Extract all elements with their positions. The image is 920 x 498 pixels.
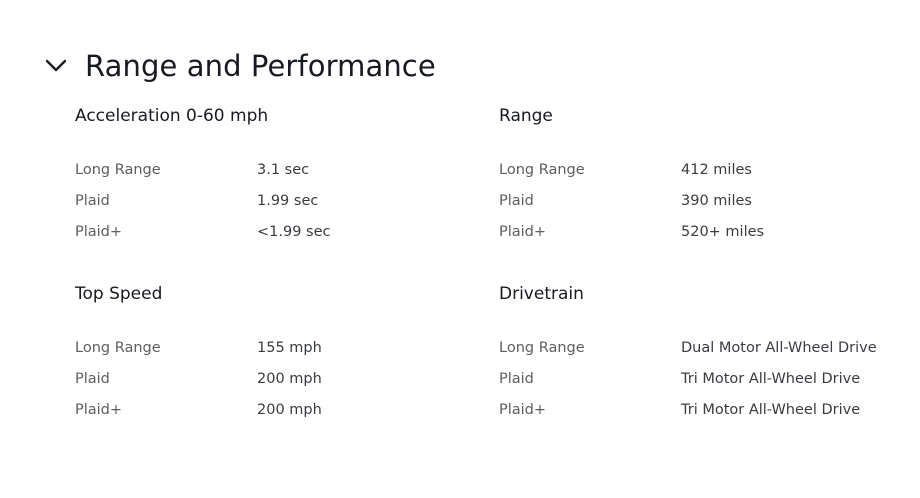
table-row: Plaid+ 200 mph — [75, 399, 322, 430]
table-row: Long Range 155 mph — [75, 337, 322, 368]
table-row: Plaid Tri Motor All-Wheel Drive — [499, 368, 893, 399]
spec-value: Dual Motor All-Wheel Drive — [681, 340, 877, 356]
table-row: Long Range Dual Motor All-Wheel Drive — [499, 337, 893, 368]
spec-value: 3.1 sec — [257, 162, 310, 178]
table-row: Long Range 3.1 sec — [75, 159, 331, 190]
spec-group-acceleration: Acceleration 0-60 mph Long Range 3.1 sec… — [75, 105, 475, 252]
spec-group-range: Range Long Range 412 miles Plaid 390 mil… — [499, 105, 899, 252]
table-row: Long Range 412 miles — [499, 159, 764, 190]
spec-value: 155 mph — [257, 340, 322, 356]
group-title-range: Range — [499, 106, 553, 126]
spec-label: Plaid+ — [499, 224, 547, 240]
spec-label: Long Range — [75, 340, 161, 356]
table-row: Plaid 390 miles — [499, 190, 764, 221]
spec-group-drivetrain: Drivetrain Long Range Dual Motor All-Whe… — [499, 283, 899, 430]
spec-label: Long Range — [499, 340, 585, 356]
spec-label: Plaid — [75, 193, 110, 209]
spec-label: Long Range — [75, 162, 161, 178]
spec-value: 390 miles — [681, 193, 752, 209]
spec-label: Long Range — [499, 162, 585, 178]
spec-value: 1.99 sec — [257, 193, 319, 209]
spec-value: <1.99 sec — [257, 224, 331, 240]
chevron-down-icon[interactable] — [44, 54, 68, 78]
table-row: Plaid 1.99 sec — [75, 190, 331, 221]
spec-table-range: Long Range 412 miles Plaid 390 miles Pla… — [499, 159, 764, 252]
group-title-acceleration: Acceleration 0-60 mph — [75, 106, 269, 126]
table-row: Plaid 200 mph — [75, 368, 322, 399]
spec-label: Plaid — [499, 193, 534, 209]
spec-group-top-speed: Top Speed Long Range 155 mph Plaid 200 m… — [75, 283, 475, 430]
group-title-drivetrain: Drivetrain — [499, 284, 584, 304]
spec-value: 412 miles — [681, 162, 752, 178]
spec-value: Tri Motor All-Wheel Drive — [681, 371, 861, 387]
table-row: Plaid+ 520+ miles — [499, 221, 764, 252]
spec-label: Plaid+ — [75, 224, 123, 240]
section-toggle-range-and-performance[interactable]: Range and Performance — [44, 44, 436, 88]
table-row: Plaid+ <1.99 sec — [75, 221, 331, 252]
spec-value: 520+ miles — [681, 224, 765, 240]
spec-value: 200 mph — [257, 371, 322, 387]
table-row: Plaid+ Tri Motor All-Wheel Drive — [499, 399, 893, 430]
spec-table-top-speed: Long Range 155 mph Plaid 200 mph Plaid+ … — [75, 337, 322, 430]
spec-label: Plaid+ — [499, 402, 547, 418]
group-title-top-speed: Top Speed — [75, 284, 163, 304]
spec-value: 200 mph — [257, 402, 322, 418]
spec-value: Tri Motor All-Wheel Drive — [681, 402, 861, 418]
spec-label: Plaid — [499, 371, 534, 387]
spec-label: Plaid+ — [75, 402, 123, 418]
spec-table-acceleration: Long Range 3.1 sec Plaid 1.99 sec Plaid+… — [75, 159, 331, 252]
spec-label: Plaid — [75, 371, 110, 387]
spec-table-drivetrain: Long Range Dual Motor All-Wheel Drive Pl… — [499, 337, 893, 430]
section-title: Range and Performance — [85, 49, 436, 83]
